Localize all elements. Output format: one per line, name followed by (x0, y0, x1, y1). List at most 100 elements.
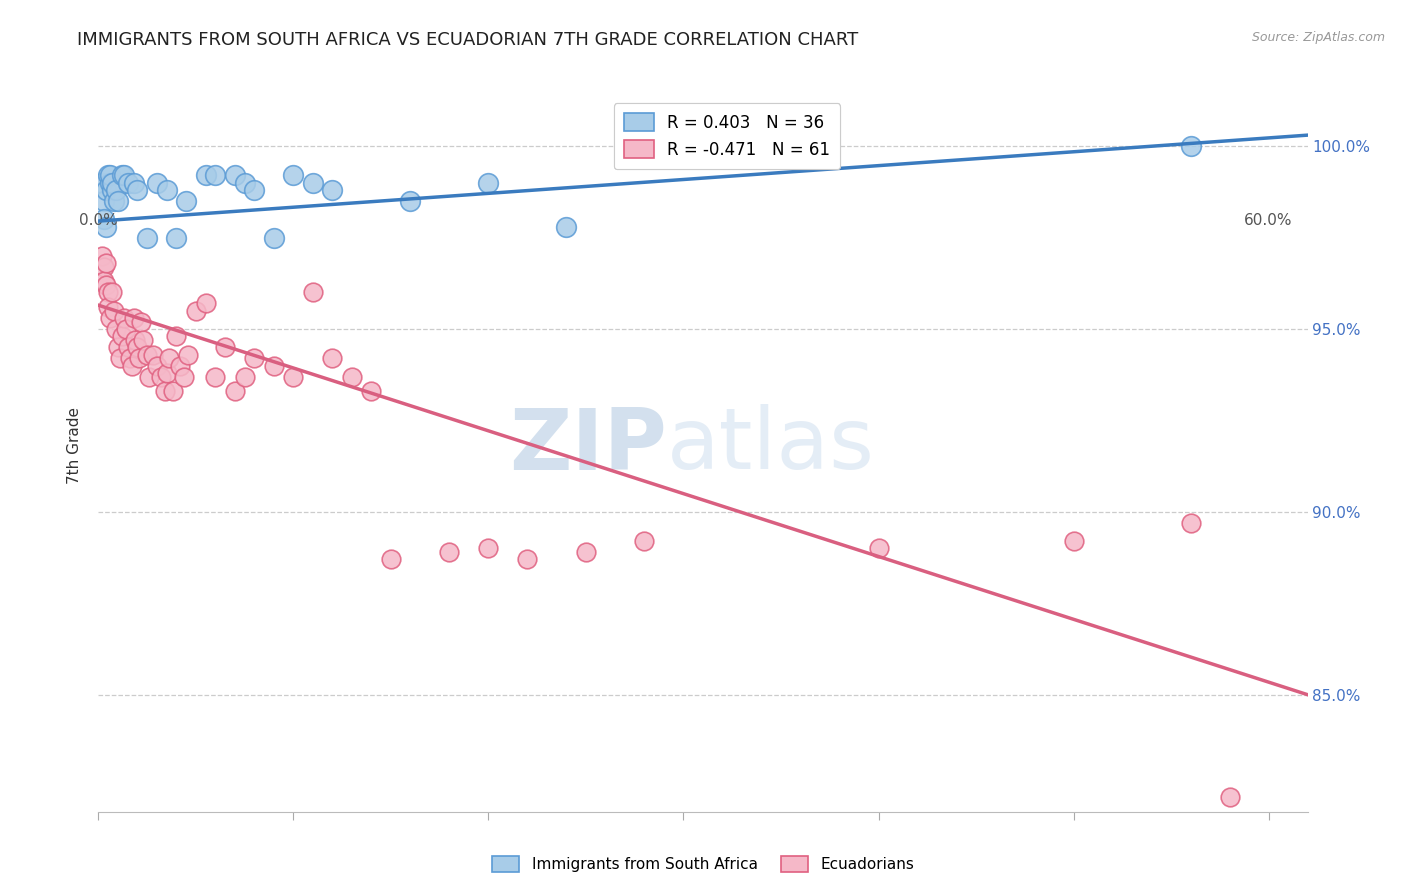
Point (177, 347, 200, 361)
Point (127, 340, 149, 354)
Point (103, 303, 125, 318)
Point (477, 176, 499, 190)
Point (224, 169, 246, 183)
Point (173, 369, 195, 384)
Text: atlas: atlas (666, 404, 875, 488)
Point (138, 369, 160, 384)
Point (108, 351, 131, 366)
Point (233, 176, 256, 190)
Point (93, 260, 115, 274)
Point (122, 176, 145, 190)
Point (101, 285, 124, 300)
Point (107, 340, 129, 354)
Point (111, 169, 134, 183)
Point (117, 340, 139, 354)
Legend: Immigrants from South Africa, Ecuadorians: Immigrants from South Africa, Ecuadorian… (484, 848, 922, 880)
Point (104, 322, 127, 336)
Point (263, 359, 285, 373)
Point (165, 329, 187, 343)
Point (107, 194, 129, 208)
Point (96, 256, 118, 270)
Point (283, 369, 305, 384)
Point (516, 552, 538, 566)
Point (93, 274, 115, 288)
Point (98, 311, 121, 326)
Point (136, 347, 159, 361)
Point (117, 176, 139, 190)
Point (224, 384, 246, 398)
Point (321, 351, 343, 366)
Point (128, 351, 150, 366)
Y-axis label: 7th Grade: 7th Grade (67, 408, 83, 484)
Point (127, 183, 149, 197)
Point (111, 329, 134, 343)
Point (380, 552, 402, 566)
Point (194, 169, 217, 183)
Point (101, 176, 124, 190)
Text: ZIP: ZIP (509, 404, 666, 488)
Point (124, 333, 146, 347)
Point (555, 219, 578, 234)
Point (243, 183, 266, 197)
Point (1063, 534, 1085, 549)
Point (204, 369, 226, 384)
Text: 0.0%: 0.0% (79, 213, 118, 228)
Point (96, 278, 118, 293)
Point (321, 183, 343, 197)
Point (263, 230, 285, 244)
Point (1180, 139, 1202, 153)
Point (103, 194, 125, 208)
Text: Source: ZipAtlas.com: Source: ZipAtlas.com (1251, 31, 1385, 45)
Text: IMMIGRANTS FROM SOUTH AFRICA VS ECUADORIAN 7TH GRADE CORRELATION CHART: IMMIGRANTS FROM SOUTH AFRICA VS ECUADORI… (77, 31, 859, 49)
Point (162, 384, 184, 398)
Point (112, 169, 135, 183)
Point (118, 351, 141, 366)
Point (96, 183, 118, 197)
Point (477, 541, 499, 556)
Point (97, 300, 120, 314)
Point (142, 347, 165, 361)
Point (97, 285, 120, 300)
Point (112, 311, 135, 326)
Point (104, 183, 127, 197)
Point (132, 333, 155, 347)
Point (184, 303, 207, 318)
Point (96, 219, 118, 234)
Point (194, 296, 217, 310)
Point (114, 322, 136, 336)
Point (156, 183, 179, 197)
Point (214, 340, 236, 354)
Point (101, 183, 124, 197)
Point (399, 194, 422, 208)
Point (121, 359, 143, 373)
Point (93, 212, 115, 227)
Point (131, 315, 153, 329)
Point (439, 545, 461, 559)
Text: 60.0%: 60.0% (1244, 213, 1294, 228)
Point (98, 169, 121, 183)
Point (233, 369, 256, 384)
Point (1180, 516, 1202, 530)
Point (174, 194, 197, 208)
Point (302, 285, 325, 300)
Point (136, 230, 159, 244)
Point (122, 311, 145, 326)
Point (340, 369, 363, 384)
Point (149, 369, 172, 384)
Point (153, 384, 176, 398)
Point (91, 249, 114, 263)
Point (91, 176, 114, 190)
Point (243, 351, 266, 366)
Point (633, 534, 655, 549)
Point (156, 366, 179, 380)
Point (1219, 790, 1241, 805)
Point (868, 541, 890, 556)
Point (157, 351, 180, 366)
Point (97, 169, 120, 183)
Point (204, 169, 226, 183)
Point (169, 359, 191, 373)
Point (98, 176, 121, 190)
Point (360, 384, 382, 398)
Point (146, 359, 169, 373)
Legend: R = 0.403   N = 36, R = -0.471   N = 61: R = 0.403 N = 36, R = -0.471 N = 61 (614, 103, 841, 169)
